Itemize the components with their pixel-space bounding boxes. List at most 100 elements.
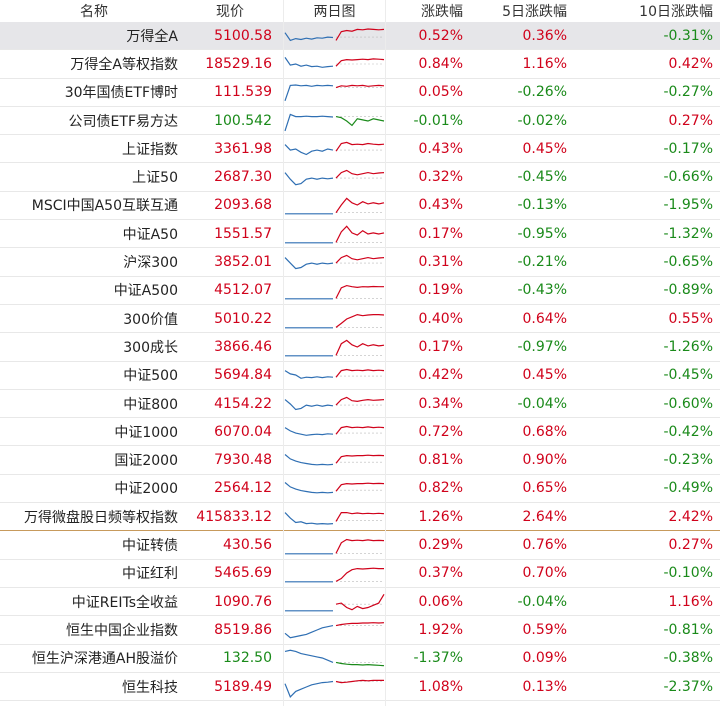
current-day-line <box>335 225 385 243</box>
table-row[interactable]: 公司债ETF易方达 100.542 -0.01% -0.02% 0.27% <box>0 107 720 136</box>
current-day-line <box>335 285 384 299</box>
table-row[interactable]: 中证红利 5465.69 0.37% 0.70% -0.10% <box>0 560 720 588</box>
current-day-line <box>335 58 385 67</box>
index-name: MSCI中国A50互联互通 <box>31 198 178 215</box>
table-row[interactable]: 中证1000 6070.04 0.72% 0.68% -0.42% <box>0 418 720 447</box>
prev-day-line <box>284 56 334 68</box>
table-row[interactable]: 上证指数 3361.98 0.43% 0.45% -0.17% <box>0 135 720 164</box>
column-divider <box>385 0 386 706</box>
table-row[interactable]: 中证500 5694.84 0.42% 0.45% -0.45% <box>0 362 720 390</box>
change-percent: 0.37% <box>418 565 463 582</box>
table-row[interactable]: 中证2000 2564.12 0.82% 0.65% -0.49% <box>0 475 720 504</box>
table-row[interactable]: 上证50 2687.30 0.32% -0.45% -0.66% <box>0 164 720 192</box>
column-header-change-5d[interactable]: 5日涨跌幅 <box>502 4 567 20</box>
current-day-line <box>335 483 385 493</box>
current-price: 5010.22 <box>214 310 272 327</box>
change-10d-percent: 0.42% <box>668 55 713 72</box>
index-name: 万得全A等权指数 <box>70 56 178 73</box>
current-price: 5465.69 <box>214 565 272 582</box>
change-10d-percent: -1.95% <box>663 197 713 214</box>
change-5d-percent: -0.97% <box>517 338 567 355</box>
prev-day-line <box>284 84 334 102</box>
two-day-chart <box>284 418 385 445</box>
column-header-name[interactable]: 名称 <box>80 4 108 20</box>
change-percent: 0.17% <box>418 225 463 242</box>
change-5d-percent: -0.26% <box>517 84 567 101</box>
change-10d-percent: 0.55% <box>668 310 713 327</box>
table-row[interactable]: 300价值 5010.22 0.40% 0.64% 0.55% <box>0 305 720 334</box>
change-5d-percent: 2.64% <box>522 508 567 525</box>
change-10d-percent: 0.27% <box>668 112 713 129</box>
current-price: 4512.07 <box>214 282 272 299</box>
two-day-chart <box>284 22 385 49</box>
table-row[interactable]: 300成长 3866.46 0.17% -0.97% -1.26% <box>0 333 720 362</box>
table-row[interactable]: 万得全A 5100.58 0.52% 0.36% -0.31% <box>0 22 720 51</box>
current-day-line <box>335 169 385 179</box>
change-percent: 0.29% <box>418 537 463 554</box>
table-row[interactable]: 恒生沪深港通AH股溢价 132.50 -1.37% 0.09% -0.38% <box>0 645 720 673</box>
current-day-line <box>335 454 385 464</box>
table-row[interactable]: 沪深300 3852.01 0.31% -0.21% -0.65% <box>0 248 720 277</box>
current-price: 6070.04 <box>214 423 272 440</box>
table-row[interactable]: 恒生中国企业指数 8519.86 1.92% 0.59% -0.81% <box>0 616 720 645</box>
change-percent: 0.84% <box>418 55 463 72</box>
sparkline <box>284 369 385 380</box>
table-row[interactable]: 中证转债 430.56 0.29% 0.76% 0.27% <box>0 531 720 560</box>
prev-day-line <box>284 144 334 155</box>
table-row[interactable]: 恒生科技 5189.49 1.08% 0.13% -2.37% <box>0 673 720 702</box>
change-percent: 1.26% <box>418 508 463 525</box>
table-row[interactable]: 中证800 4154.22 0.34% -0.04% -0.60% <box>0 390 720 419</box>
index-name: 300成长 <box>123 339 178 356</box>
change-5d-percent: 0.76% <box>522 537 567 554</box>
table-row[interactable]: 万得全A等权指数 18529.16 0.84% 1.16% 0.42% <box>0 50 720 79</box>
sparkline <box>285 197 385 215</box>
two-day-chart <box>284 50 385 77</box>
current-day-line <box>335 425 385 435</box>
current-day-line <box>335 115 385 126</box>
sparkline <box>284 622 385 639</box>
index-name: 恒生中国企业指数 <box>66 622 178 639</box>
index-name: 恒生科技 <box>122 679 178 696</box>
change-10d-percent: -0.66% <box>663 169 713 186</box>
index-name: 公司债ETF易方达 <box>68 113 178 130</box>
change-10d-percent: 1.16% <box>668 593 713 610</box>
sparkline <box>284 649 385 667</box>
column-header-change[interactable]: 涨跌幅 <box>421 4 463 20</box>
change-10d-percent: -0.38% <box>663 650 713 667</box>
table-row[interactable]: 中证A50 1551.57 0.17% -0.95% -1.32% <box>0 220 720 249</box>
change-percent: 1.08% <box>418 678 463 695</box>
table-row[interactable]: 万得微盘股日频等权指数 415833.12 1.26% 2.64% 2.42% <box>0 503 720 532</box>
index-name: 中证转债 <box>122 538 178 555</box>
sparkline <box>284 28 385 41</box>
change-10d-percent: -0.10% <box>663 565 713 582</box>
change-5d-percent: 0.09% <box>522 650 567 667</box>
prev-day-line <box>284 649 334 664</box>
table-row[interactable]: 中证REITs全收益 1090.76 0.06% -0.04% 1.16% <box>0 588 720 617</box>
prev-day-line <box>284 370 334 380</box>
table-row[interactable]: 中证A500 4512.07 0.19% -0.43% -0.89% <box>0 277 720 305</box>
table-row[interactable]: 国证2000 7930.48 0.81% 0.90% -0.23% <box>0 447 720 475</box>
change-10d-percent: -0.42% <box>663 423 713 440</box>
change-5d-percent: -0.95% <box>517 225 567 242</box>
current-price: 2564.12 <box>214 480 272 497</box>
index-name: 沪深300 <box>123 255 178 272</box>
two-day-chart <box>284 503 385 530</box>
current-price: 3361.98 <box>214 140 272 157</box>
column-header-change-10d[interactable]: 10日涨跌幅 <box>639 4 713 20</box>
sparkline <box>284 482 385 494</box>
change-percent: 0.72% <box>418 423 463 440</box>
column-header-price[interactable]: 现价 <box>216 4 244 20</box>
current-day-line <box>335 197 385 214</box>
current-price: 3866.46 <box>214 338 272 355</box>
index-name: 中证A500 <box>113 283 178 300</box>
prev-day-line <box>284 257 334 270</box>
table-row[interactable]: 30年国债ETF博时 111.539 0.05% -0.26% -0.27% <box>0 79 720 107</box>
index-name: 上证指数 <box>122 141 178 158</box>
column-header-chart[interactable]: 两日图 <box>313 4 356 20</box>
sparkline <box>284 254 385 270</box>
table-row[interactable]: MSCI中国A50互联互通 2093.68 0.43% -0.13% -1.95% <box>0 192 720 221</box>
current-price: 5694.84 <box>214 367 272 384</box>
two-day-chart <box>284 645 385 672</box>
prev-day-line <box>284 32 334 41</box>
current-day-line <box>335 254 385 264</box>
